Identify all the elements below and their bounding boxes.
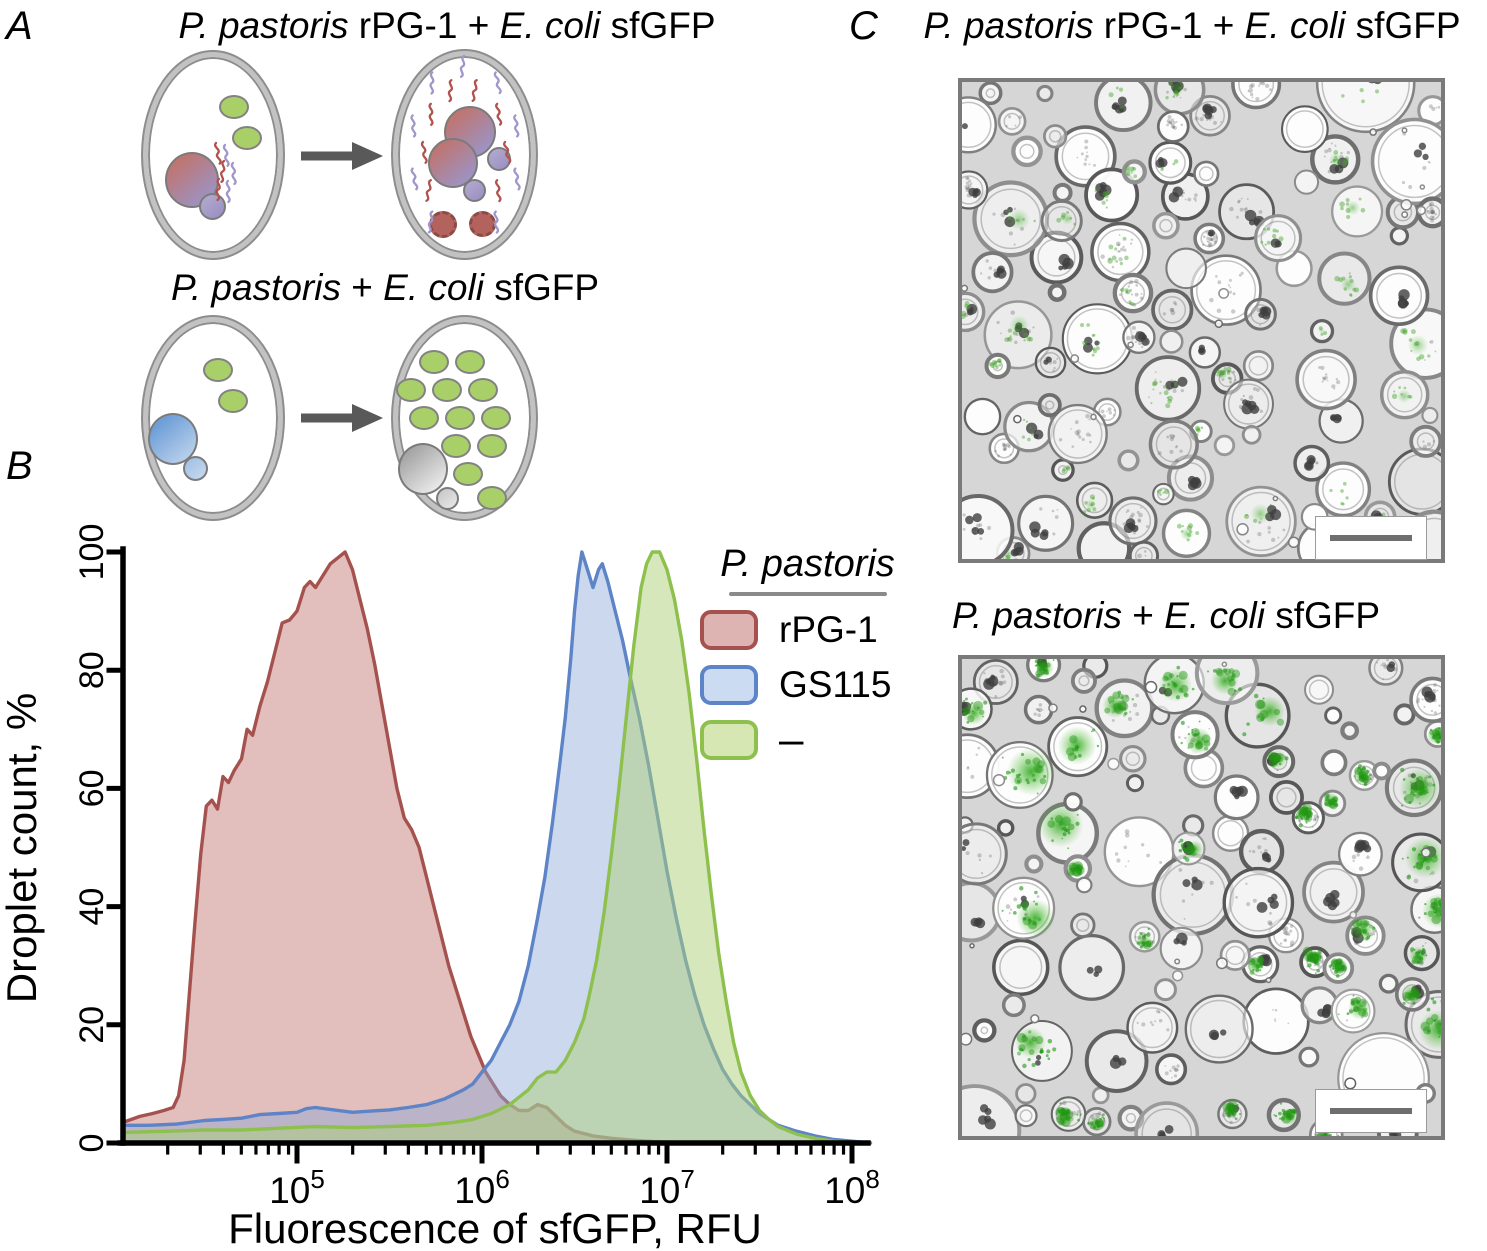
- lysed-ecoli-icon: [429, 211, 457, 238]
- plus-text: +: [340, 267, 384, 308]
- micrograph-gs115-image: [962, 659, 1441, 1136]
- y-tick-label: 0: [73, 1134, 111, 1153]
- x-tick-label: 106: [454, 1164, 510, 1211]
- strain-text: rPG-1 +: [348, 5, 500, 46]
- legend-swatch-rpg1: [700, 609, 758, 650]
- species-ecoli: E. coli: [1164, 595, 1265, 636]
- scale-bar: [1330, 1108, 1412, 1114]
- plus-text: +: [1122, 595, 1165, 636]
- x-tick-label: 105: [269, 1164, 325, 1211]
- ecoli-cell-icon: [432, 378, 462, 402]
- species-pichia: P. pastoris: [923, 5, 1094, 46]
- ecoli-cell-icon: [396, 378, 426, 402]
- legend-row-gs115: GS115: [700, 664, 915, 706]
- legend-swatch-gs115: [700, 664, 758, 705]
- micrograph-rpg1-image: [962, 82, 1441, 559]
- ecoli-cell-icon: [219, 95, 249, 119]
- species-ecoli: E. coli: [499, 5, 601, 46]
- species-ecoli: E. coli: [383, 267, 484, 308]
- species-pichia: P. pastoris: [170, 267, 341, 308]
- ecoli-cell-icon: [232, 126, 262, 150]
- yeast-bud-icon: [199, 193, 226, 220]
- x-tick-label: 107: [639, 1164, 695, 1211]
- series-line-2: [121, 550, 854, 1145]
- panel-a-row2-title: P. pastoris + E. coli sfGFP: [150, 267, 620, 309]
- legend-label-none: –: [779, 714, 804, 764]
- y-tick-label: 80: [73, 651, 111, 689]
- panel-c-label: C: [849, 4, 878, 48]
- species-pichia: P. pastoris: [952, 595, 1123, 636]
- arrow-icon: [301, 404, 383, 432]
- legend-title: P. pastoris: [720, 543, 895, 585]
- ecoli-cell-icon: [477, 486, 507, 510]
- series-layer: [121, 550, 873, 1145]
- scale-bar-box: [1315, 1089, 1427, 1133]
- ecoli-cell-icon: [409, 406, 439, 430]
- ecoli-cell-icon: [445, 406, 475, 430]
- yeast-bud-icon: [436, 487, 459, 510]
- ecoli-cell-icon: [477, 434, 507, 458]
- legend-title-underline: [728, 591, 887, 596]
- legend-label-gs115: GS115: [779, 664, 892, 706]
- yeast-bud-icon: [463, 179, 486, 202]
- series-fill-2: [123, 552, 853, 1143]
- droplet-outline: [143, 52, 283, 258]
- yeast-cell-icon: [165, 152, 219, 208]
- panel-a-label: A: [6, 4, 33, 48]
- reporter-text: sfGFP: [483, 267, 600, 308]
- y-tick-label: 60: [73, 769, 111, 807]
- x-tick-label: 108: [824, 1164, 880, 1211]
- ecoli-cell-icon: [468, 378, 498, 402]
- ecoli-cell-icon: [203, 358, 233, 382]
- species-pichia: P. pastoris: [178, 5, 349, 46]
- series-fill-0: [123, 552, 686, 1143]
- species-ecoli: E. coli: [1244, 5, 1346, 46]
- y-axis-label: Droplet count, %: [0, 693, 45, 1004]
- ecoli-cell-icon: [453, 462, 483, 486]
- x-axis-label: Fluorescence of sfGFP, RFU: [228, 1205, 762, 1251]
- ecoli-cell-icon: [455, 350, 485, 374]
- reporter-text: sfGFP: [1345, 5, 1461, 46]
- y-tick-label: 100: [73, 524, 111, 581]
- chart-legend: P. pastoris rPG-1 GS115 –: [700, 543, 915, 764]
- ecoli-cell-icon: [481, 406, 511, 430]
- y-tick-label: 20: [73, 1006, 111, 1044]
- y-tick-label: 40: [73, 888, 111, 926]
- panel-c-image1-title: P. pastoris rPG-1 + E. coli sfGFP: [897, 5, 1487, 47]
- panel-a-row1-title: P. pastoris rPG-1 + E. coli sfGFP: [145, 5, 749, 47]
- yeast-cell-icon: [398, 443, 448, 495]
- yeast-bud-icon: [183, 456, 208, 481]
- axes: [106, 546, 871, 1164]
- reporter-text: sfGFP: [600, 5, 716, 46]
- legend-row-none: –: [700, 714, 915, 764]
- scale-bar-box: [1315, 516, 1427, 560]
- micrograph-gs115: [958, 655, 1445, 1140]
- flow-histogram-chart: 0 20 40 60 80 100 105 106 107 108 Droplet count, %…: [0, 524, 880, 1251]
- droplet-field: [962, 659, 1441, 1136]
- lysed-ecoli-icon: [469, 211, 496, 237]
- scale-bar: [1330, 535, 1412, 541]
- micrograph-rpg1: [958, 78, 1445, 563]
- ecoli-cell-icon: [419, 350, 449, 374]
- legend-row-rpg1: rPG-1: [700, 609, 915, 651]
- legend-swatch-none: [700, 719, 758, 760]
- legend-label-rpg1: rPG-1: [779, 609, 878, 651]
- ecoli-cell-icon: [441, 434, 471, 458]
- ecoli-cell-icon: [218, 389, 248, 413]
- strain-text: rPG-1 +: [1093, 5, 1245, 46]
- panel-c-image2-title: P. pastoris + E. coli sfGFP: [952, 595, 1381, 637]
- arrow-icon: [301, 142, 383, 170]
- yeast-bud-icon: [487, 147, 511, 171]
- reporter-text: sfGFP: [1264, 595, 1381, 636]
- panel-b-label: B: [6, 444, 33, 488]
- yeast-cell-icon: [148, 413, 198, 465]
